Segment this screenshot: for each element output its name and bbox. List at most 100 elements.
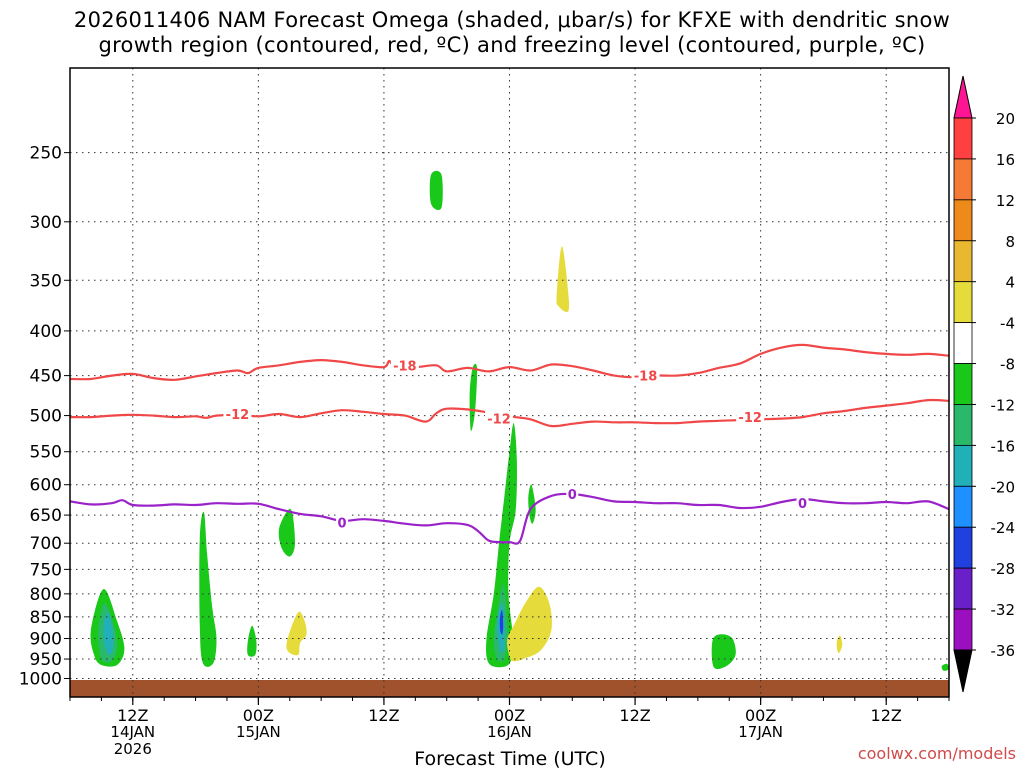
contour-label-6: 0 bbox=[568, 488, 577, 503]
colorbar-label-3: 8 bbox=[1005, 233, 1015, 251]
colorbar-box-2 bbox=[953, 199, 973, 242]
credit-text: coolwx.com/models bbox=[857, 744, 1016, 763]
colorbar-box-4 bbox=[953, 281, 973, 324]
x-tick-sublabel-66-0: 17JAN bbox=[738, 723, 783, 741]
omega-region-3 bbox=[199, 511, 217, 667]
contour-label-2: -12 bbox=[226, 408, 250, 423]
y-tick-label-550: 550 bbox=[30, 443, 62, 463]
colorbar-label-1: 16 bbox=[996, 151, 1015, 169]
chart-title-line1: 2026011406 NAM Forecast Omega (shaded, μ… bbox=[73, 8, 951, 32]
colorbar-box-6 bbox=[953, 363, 973, 405]
colorbar-label-4: 4 bbox=[1005, 274, 1015, 292]
colorbar-label-5: -4 bbox=[1000, 315, 1015, 333]
colorbar: 20 16 12 8 4 -4 -8 -12 -16 -20 -24 -28 -32 -36 bbox=[953, 75, 1016, 693]
colorbar-box-8 bbox=[953, 444, 973, 487]
x-tick-label-66: 00Z bbox=[745, 706, 776, 725]
colorbar-box-11 bbox=[953, 567, 973, 610]
x-tick-sublabel-18-0: 15JAN bbox=[236, 723, 281, 741]
omega-region-2 bbox=[103, 612, 114, 656]
contour-label-bg-7 bbox=[796, 495, 809, 511]
y-tick-label-750: 750 bbox=[30, 560, 62, 580]
x-tick-sublabel-42-0: 16JAN bbox=[487, 723, 532, 741]
colorbar-label-7: -12 bbox=[991, 396, 1016, 414]
contour-labels: -18 -18 -12 -12 -12 0 0 0 bbox=[223, 357, 809, 532]
colorbar-box-0 bbox=[953, 117, 973, 160]
contour-label-7: 0 bbox=[798, 497, 807, 512]
colorbar-box-1 bbox=[953, 158, 973, 201]
y-tick-label-1000: 1000 bbox=[19, 669, 62, 689]
contour-label-bg-5 bbox=[336, 514, 349, 530]
omega-region-6 bbox=[286, 611, 307, 656]
colorbar-box-9 bbox=[953, 485, 973, 528]
omega-region-4 bbox=[247, 625, 257, 657]
omega-region-16 bbox=[711, 634, 736, 670]
x-tick-sublabel-6-1: 2026 bbox=[114, 740, 152, 758]
omega-region-17 bbox=[836, 635, 843, 654]
x-axis-title: Forecast Time (UTC) bbox=[414, 748, 605, 768]
contour-label-1: -18 bbox=[634, 370, 658, 385]
x-tick-label-42: 00Z bbox=[494, 706, 525, 725]
x-tick-sublabel-6-0: 14JAN bbox=[110, 723, 155, 741]
x-tick-label-54: 12Z bbox=[619, 706, 650, 725]
contour-label-bg-2 bbox=[223, 406, 252, 422]
y-tick-label-300: 300 bbox=[30, 213, 62, 233]
y-tick-label-600: 600 bbox=[30, 476, 62, 496]
y-tick-label-350: 350 bbox=[30, 271, 62, 291]
pressure-grid bbox=[70, 68, 949, 697]
omega-shading bbox=[70, 170, 950, 697]
y-tick-label-500: 500 bbox=[30, 407, 62, 427]
axes: 2503003504004505005506006507007508008509… bbox=[19, 67, 950, 768]
colorbar-box-3 bbox=[953, 240, 973, 283]
colorbar-box-7 bbox=[953, 404, 973, 446]
contour-line-0 bbox=[69, 343, 950, 381]
x-tick-label-78: 12Z bbox=[871, 706, 902, 725]
omega-region-7 bbox=[429, 170, 443, 210]
omega-region-15 bbox=[507, 586, 552, 662]
x-tick-label-18: 00Z bbox=[243, 706, 274, 725]
colorbar-box-5 bbox=[953, 322, 973, 364]
contour-label-0: -18 bbox=[393, 359, 417, 374]
colorbar-label-10: -24 bbox=[991, 519, 1016, 537]
omega-region-18 bbox=[941, 663, 950, 671]
contour-label-bg-3 bbox=[485, 410, 514, 426]
colorbar-label-12: -32 bbox=[991, 601, 1016, 619]
colorbar-label-8: -16 bbox=[991, 437, 1016, 455]
omega-region-14 bbox=[528, 484, 536, 524]
colorbar-label-9: -20 bbox=[991, 478, 1016, 496]
colorbar-box-10 bbox=[953, 526, 973, 569]
x-tick-label-30: 12Z bbox=[368, 706, 399, 725]
omega-region-5 bbox=[278, 508, 296, 557]
omega-region-13 bbox=[499, 609, 504, 635]
contour-label-3: -12 bbox=[487, 413, 511, 428]
omega-region-9 bbox=[556, 246, 570, 313]
omega-region-10 bbox=[486, 423, 517, 668]
chart-title-line2: growth region (contoured, red, ºC) and f… bbox=[98, 33, 926, 57]
y-tick-label-900: 900 bbox=[30, 630, 62, 650]
contour-label-bg-4 bbox=[736, 409, 765, 425]
omega-region-8 bbox=[469, 363, 478, 431]
contour-line-2 bbox=[69, 492, 950, 545]
y-tick-label-850: 850 bbox=[30, 608, 62, 628]
colorbar-label-6: -8 bbox=[1000, 356, 1015, 374]
y-tick-label-450: 450 bbox=[30, 367, 62, 387]
y-tick-label-650: 650 bbox=[30, 506, 62, 526]
colorbar-label-2: 12 bbox=[996, 192, 1015, 210]
contour-label-bg-6 bbox=[566, 486, 579, 502]
contour-label-4: -12 bbox=[738, 411, 762, 426]
contour-label-bg-1 bbox=[631, 367, 660, 383]
colorbar-label-11: -28 bbox=[991, 560, 1016, 578]
contour-label-bg-0 bbox=[390, 357, 419, 373]
y-tick-label-950: 950 bbox=[30, 650, 62, 670]
y-tick-label-700: 700 bbox=[30, 534, 62, 554]
y-tick-label-250: 250 bbox=[30, 144, 62, 164]
y-tick-label-800: 800 bbox=[30, 585, 62, 605]
colorbar-top-arrow bbox=[953, 75, 973, 119]
x-tick-label-6: 12Z bbox=[117, 706, 148, 725]
terrain-strip bbox=[70, 680, 949, 697]
colorbar-label-0: 20 bbox=[996, 110, 1015, 128]
colorbar-bottom-arrow bbox=[953, 649, 973, 693]
colorbar-box-12 bbox=[953, 608, 973, 651]
y-tick-label-400: 400 bbox=[30, 322, 62, 342]
contour-label-5: 0 bbox=[338, 517, 347, 532]
